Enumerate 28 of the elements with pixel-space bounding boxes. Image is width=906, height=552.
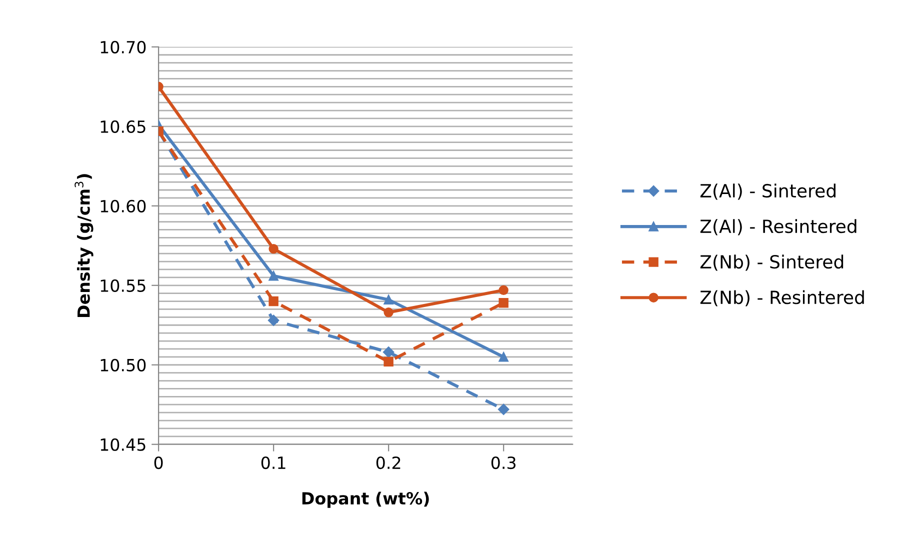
point	[268, 314, 280, 326]
x-tick-label: 0.1	[261, 456, 286, 470]
x-tick-label: 0	[154, 456, 163, 470]
point	[268, 270, 278, 281]
legend-label: Z(Nb) - Sintered	[700, 254, 844, 271]
y-axis-title: Density (g/cm$^{3}$)	[74, 174, 94, 318]
point	[382, 346, 394, 358]
legend-label: Z(Al) - Sintered	[700, 184, 836, 200]
point	[498, 352, 508, 362]
y-tick-label: 10.50	[100, 358, 146, 372]
point	[498, 285, 508, 296]
x-tick-label: 0.2	[376, 456, 400, 470]
point	[268, 244, 278, 254]
legend-label: Z(Al) - Resintered	[700, 219, 856, 236]
point	[268, 296, 278, 306]
point	[498, 404, 510, 415]
point	[384, 308, 394, 318]
y-tick-label: 10.60	[100, 200, 146, 212]
y-tick-label: 10.70	[100, 40, 146, 54]
y-tick-label: 10.65	[100, 120, 146, 133]
point	[498, 298, 508, 308]
point	[384, 294, 394, 305]
point	[384, 356, 394, 367]
y-tick-label: 10.45	[100, 438, 146, 451]
x-tick-label: 0.3	[491, 456, 516, 470]
legend-label: Z(Nb) - Resintered	[700, 290, 864, 306]
x-axis-title: Dopant (wt%)	[302, 492, 429, 508]
y-tick-label: 10.55	[100, 279, 146, 292]
